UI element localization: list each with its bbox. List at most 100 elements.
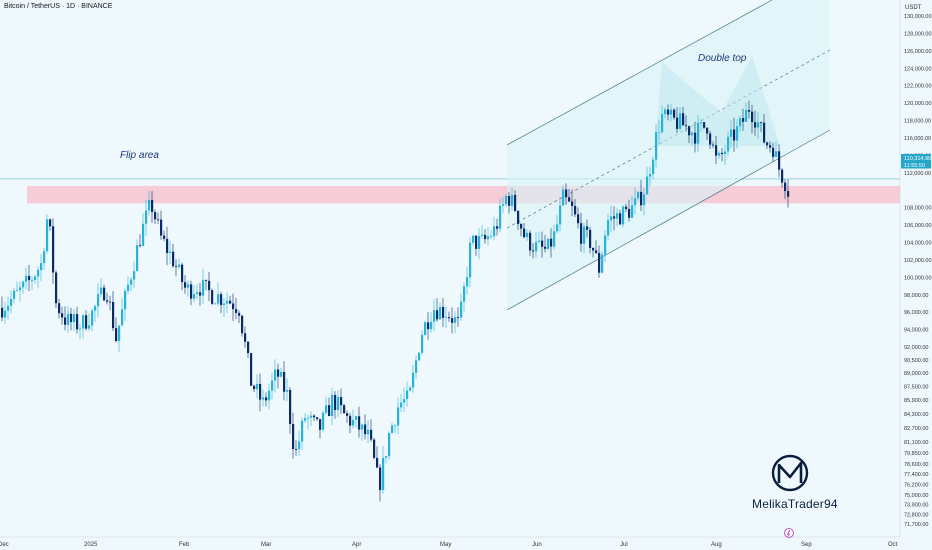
price-tick-label: 81,100.00	[904, 440, 928, 446]
price-tick-label: 73,900.00	[904, 503, 928, 509]
candle-body	[442, 307, 445, 318]
price-tick-label: 104,000.00	[904, 241, 932, 247]
candle-body	[682, 113, 685, 126]
candle-body	[541, 240, 544, 247]
candle-body	[109, 301, 112, 303]
candle-body	[349, 415, 352, 426]
candle-body	[208, 280, 211, 291]
candle-body	[358, 416, 361, 430]
time-tick-label: Oct	[888, 542, 898, 548]
candle-body	[337, 397, 340, 411]
candle-body	[604, 235, 607, 255]
candle-body	[478, 235, 481, 249]
candle-body	[310, 415, 313, 418]
candle-body	[619, 213, 622, 225]
candle-body	[400, 402, 403, 408]
candle-body	[94, 306, 97, 311]
candle-body	[316, 417, 319, 420]
candle-body	[562, 189, 565, 206]
candle-body	[64, 317, 67, 325]
time-tick-label: Apr	[352, 542, 361, 548]
candle-body	[550, 238, 553, 247]
countdown-tag	[901, 161, 931, 169]
candle-body	[535, 241, 538, 252]
candle-body	[37, 270, 40, 277]
candle-body	[184, 282, 187, 288]
chart-title: Bitcoin / TetherUS · 1D · BINANCE	[4, 3, 113, 10]
candle-body	[526, 232, 529, 238]
candle-body	[385, 456, 388, 458]
candle-body	[520, 224, 523, 229]
candle-body	[448, 317, 451, 319]
candle-body	[259, 383, 262, 400]
candle-body	[787, 191, 790, 197]
candle-body	[118, 325, 121, 341]
candle-body	[505, 196, 508, 205]
candle-body	[703, 122, 706, 128]
candle-body	[88, 325, 91, 329]
price-tick-label: 118,000.00	[904, 119, 931, 125]
candle-body	[649, 174, 652, 177]
candle-body	[235, 309, 238, 313]
price-tick-label: 75,000.00	[904, 493, 928, 499]
candle-body	[157, 219, 160, 221]
candle-body	[565, 189, 568, 198]
candle-body	[625, 206, 628, 209]
candle-body	[241, 315, 244, 334]
price-tick-label: 130,000.00	[904, 14, 932, 20]
logo-name: MelikaTrader94	[752, 497, 838, 511]
candle-body	[469, 242, 472, 278]
candle-body	[451, 318, 454, 323]
candle-body	[298, 441, 301, 450]
candle-body	[280, 371, 283, 377]
candle-body	[313, 415, 316, 418]
candle-body	[613, 216, 616, 219]
candle-body	[571, 201, 574, 206]
candle-body	[154, 212, 157, 220]
candle-body	[361, 424, 364, 430]
candle-body	[424, 322, 427, 335]
candle-body	[124, 290, 127, 310]
time-tick-label: Sep	[801, 542, 812, 548]
candle-body	[748, 109, 751, 112]
price-tick-label: 126,000.00	[904, 49, 932, 55]
candle-body	[490, 236, 493, 238]
candle-body	[403, 399, 406, 403]
candle-body	[268, 390, 271, 401]
candle-body	[304, 418, 307, 421]
candle-body	[685, 125, 688, 127]
candle-body	[121, 309, 124, 326]
candle-body	[205, 279, 208, 281]
candle-body	[568, 197, 571, 202]
price-tick-label: 98,000.00	[904, 293, 928, 299]
candle-body	[667, 109, 670, 115]
candle-body	[271, 380, 274, 391]
countdown-value: 11:55:50	[904, 163, 925, 169]
candle-body	[763, 122, 766, 143]
candle-body	[73, 314, 76, 323]
candle-body	[373, 439, 376, 458]
price-tick-label: 78,600.00	[904, 462, 928, 468]
annotations-layer: Flip area Double top	[120, 53, 747, 161]
candle-body	[295, 448, 298, 450]
price-tick-label: 76,200.00	[904, 483, 928, 489]
candle-body	[85, 315, 88, 329]
logo-m-icon	[777, 461, 803, 483]
candle-body	[436, 310, 439, 320]
candle-body	[175, 266, 178, 268]
candle-body	[97, 294, 100, 307]
candle-body	[136, 245, 139, 272]
price-tick-label: 84,300.00	[904, 412, 928, 418]
candle-body	[679, 113, 682, 129]
price-tick-label: 90,500.00	[904, 358, 928, 364]
candle-body	[130, 279, 133, 285]
candle-body	[283, 371, 286, 392]
candle-body	[691, 132, 694, 136]
candle-body	[730, 129, 733, 137]
time-tick-label: May	[440, 542, 451, 548]
candle-body	[100, 287, 103, 295]
candle-body	[355, 416, 358, 420]
candle-body	[523, 228, 526, 238]
candle-body	[70, 313, 73, 323]
candle-body	[265, 397, 268, 401]
